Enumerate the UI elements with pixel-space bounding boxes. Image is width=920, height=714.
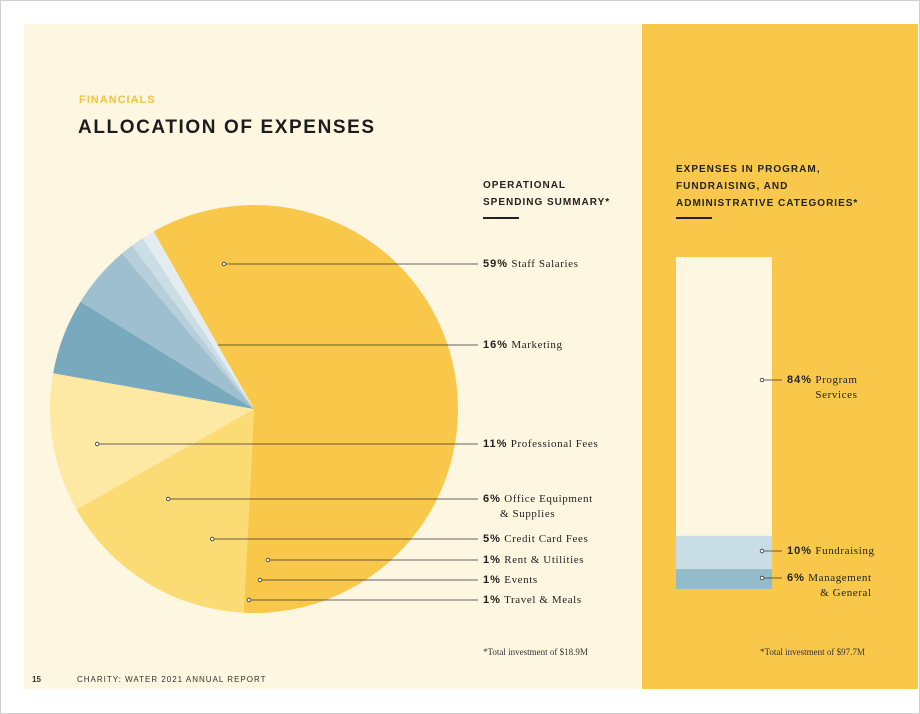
section-eyebrow: FINANCIALS [79,94,156,106]
page-title: ALLOCATION OF EXPENSES [78,117,376,138]
bar-segment-management [676,569,772,589]
pie-label-credit-card-fees: 5% Credit Card Fees [483,532,588,547]
pie-leader-dot-travel-meals [246,597,252,603]
bar-text2-program-services: Services [815,389,858,401]
operational-heading: OPERATIONAL SPENDING SUMMARY* [483,177,610,211]
bar-label-program-services: 84% Program Services [787,373,857,403]
pie-slice-credit-card-fees [80,253,255,409]
pie-slice-professional-fees [50,373,254,510]
pie-label-professional-fees: 11% Professional Fees [483,437,598,452]
operational-heading-line1: OPERATIONAL [483,180,567,191]
pie-leader-dot-events [257,577,263,583]
pie-label-staff-salaries: 59% Staff Salaries [483,257,579,272]
page-number: 15 [32,675,41,684]
pie-text-marketing: Marketing [511,339,563,351]
categories-heading-line2: FUNDRAISING, AND [676,181,789,192]
bar-text-management: Management [808,572,872,584]
bar-pct-fundraising: 10% [787,545,813,557]
pie-slice-office-equipment [53,301,254,409]
pie-leader-dot-office-equipment [166,496,171,502]
operational-heading-line2: SPENDING SUMMARY* [483,197,611,208]
pie-label-office-equipment: 6% Office Equipment & Supplies [483,492,593,522]
pie-text-travel-meals: Travel & Meals [504,594,582,606]
pie-pct-marketing: 16% [483,339,509,351]
pie-label-events: 1% Events [483,573,538,588]
pie-leader-dot-staff-salaries [221,261,227,267]
pie-pct-office-equipment: 6% [483,493,501,505]
pie-text2-office-equipment: & Supplies [500,508,556,520]
pie-leader-dot-rent-utilities [265,557,271,563]
bar-pct-program-services: 84% [787,374,813,386]
pie-pct-events: 1% [483,574,501,586]
bar-pct-management: 6% [787,572,805,584]
bar-leader-dot-program [759,377,765,383]
bar-text2-management: & General [820,587,872,599]
pie-slice-rent-utilities [122,245,254,409]
pie-leader-dot-credit-card-fees [210,536,215,542]
categories-footnote: *Total investment of $97.7M [760,647,865,657]
pie-text-office-equipment: Office Equipment [504,493,593,505]
bar-label-fundraising: 10% Fundraising [787,544,875,559]
categories-heading-line3: ADMINISTRATIVE CATEGORIES* [676,198,859,209]
pie-pct-rent-utilities: 1% [483,554,501,566]
categories-heading: EXPENSES IN PROGRAM, FUNDRAISING, AND AD… [676,161,858,212]
pie-text-professional-fees: Professional Fees [510,438,599,450]
pie-slice-marketing [76,409,254,613]
bar-leader-dot-fundraising [759,548,765,554]
pie-label-travel-meals: 1% Travel & Meals [483,593,582,608]
pie-pct-credit-card-fees: 5% [483,533,501,545]
pie-text-events: Events [504,574,538,586]
pie-text-rent-utilities: Rent & Utilities [504,554,585,566]
categories-heading-rule [676,217,712,219]
pie-slice-events [132,238,254,409]
pie-pct-professional-fees: 11% [483,438,508,450]
bar-segment-program [676,257,772,536]
bar-label-management: 6% Management & General [787,571,872,601]
pie-pct-staff-salaries: 59% [483,258,509,270]
bar-text-fundraising: Fundraising [815,545,875,557]
pie-leader-dot-professional-fees [94,441,100,447]
operational-heading-rule [483,217,519,219]
pie-label-marketing: 16% Marketing [483,338,563,353]
categories-heading-line1: EXPENSES IN PROGRAM, [676,164,821,175]
pie-text-credit-card-fees: Credit Card Fees [504,533,589,545]
pie-pct-travel-meals: 1% [483,594,501,606]
report-name: CHARITY: WATER 2021 ANNUAL REPORT [77,675,267,684]
bar-segment-fundraising [676,535,772,570]
pie-text-staff-salaries: Staff Salaries [511,258,579,270]
operational-footnote: *Total investment of $18.9M [483,647,588,657]
pie-label-rent-utilities: 1% Rent & Utilities [483,553,584,568]
pie-slice-travel-meals [142,231,254,409]
bar-leader-dot-management [759,575,765,581]
pie-slice-staff-salaries [153,205,459,614]
bar-text-program-services: Program [815,374,858,386]
